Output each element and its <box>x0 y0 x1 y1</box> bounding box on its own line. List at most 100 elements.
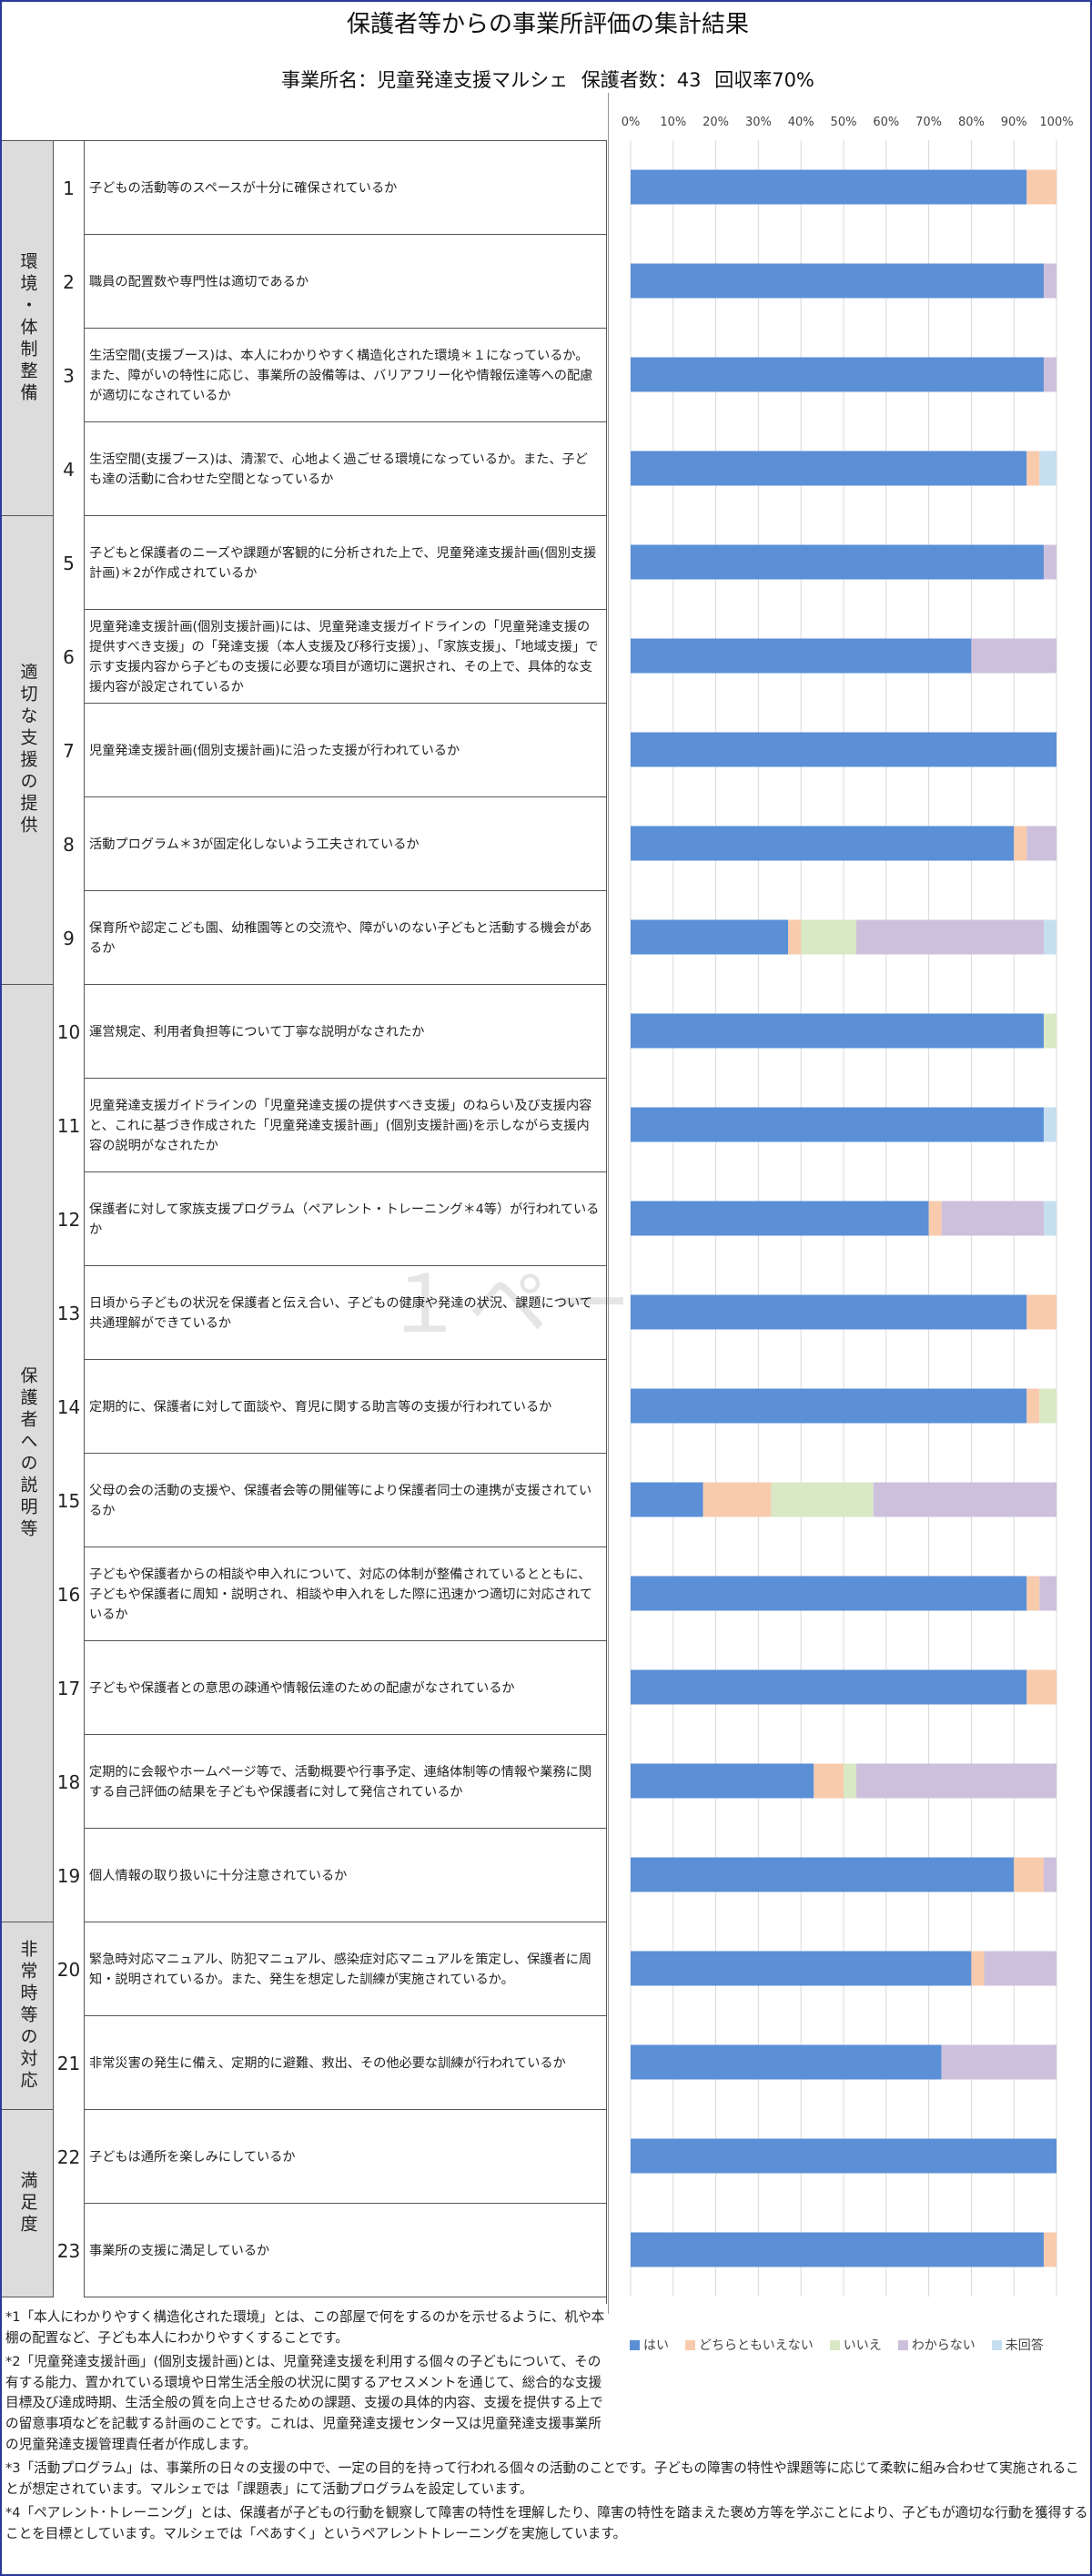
bar-segment <box>971 638 1057 674</box>
bar-segment <box>631 1482 703 1517</box>
legend-swatch <box>897 2339 908 2350</box>
question-number: 2 <box>53 235 85 329</box>
question-number: 11 <box>53 1079 85 1172</box>
question-row: 1 子どもの活動等のスペースが十分に確保されているか <box>2 141 607 235</box>
question-text: 子どもは通所を楽しみにしているか <box>89 2149 296 2165</box>
question-number: 21 <box>53 2016 85 2110</box>
bar-segment <box>814 1763 844 1799</box>
x-tick-label: 10% <box>660 116 686 129</box>
question-row: 7 児童発達支援計画(個別支援計画)に沿った支援が行われているか <box>2 704 607 797</box>
bar-segment <box>771 1482 874 1517</box>
question-number: 22 <box>53 2110 85 2204</box>
question-text: 子どもや保護者からの相談や申入れについて、対応の体制が整備されているとともに、子… <box>89 1567 593 1622</box>
question-number: 17 <box>53 1641 85 1735</box>
question-number: 16 <box>53 1547 85 1641</box>
page-title: 保護者等からの事業所評価の集計結果 <box>346 11 749 38</box>
bar-segment <box>1043 919 1057 955</box>
question-text: 日頃から子どもの状況を保護者と伝え合い、子どもの健康や発達の状況、課題について共… <box>89 1295 592 1331</box>
table-border <box>606 140 607 2304</box>
legend-label: いいえ <box>843 2338 882 2353</box>
bar-segment <box>984 1951 1057 1986</box>
legend-item: いいえ <box>829 2336 882 2354</box>
legend-item: 未回答 <box>991 2336 1044 2354</box>
bar-segment <box>631 1388 1027 1424</box>
bar-segment <box>631 263 1044 299</box>
question-row: 8 活動プログラム＊3が固定化しないよう工夫されているか <box>2 797 607 891</box>
question-row: 4 生活空間(支援ブース)は、清潔で、心地よく過ごせる環境になっているか。また、子… <box>2 422 607 516</box>
question-row: 15 父母の会の活動の支援や、保護者会等の開催等により保護者同士の連携が支援されて… <box>2 1454 607 1547</box>
bar-segment <box>631 451 1027 486</box>
bar-segment <box>631 1294 1027 1330</box>
question-number: 9 <box>53 891 85 985</box>
question-row: 2 職員の配置数や専門性は適切であるか <box>2 235 607 329</box>
bar-segment <box>844 1763 857 1799</box>
bar-segment <box>631 919 789 955</box>
x-tick-label: 90% <box>1001 116 1027 129</box>
bar-segment <box>856 919 1044 955</box>
question-row: 14 定期的に、保護者に対して面談や、育児に関する助言等の支援が行われているか <box>2 1360 607 1454</box>
legend-item: わからない <box>897 2336 976 2354</box>
x-tick-label: 50% <box>831 116 857 129</box>
bar-segment <box>631 169 1027 205</box>
bar-segment <box>941 2044 1057 2080</box>
bar-segment <box>631 826 1015 861</box>
legend-swatch <box>685 2339 695 2350</box>
question-row: 13 日頃から子どもの状況を保護者と伝え合い、子どもの健康や発達の状況、課題につい… <box>2 1266 607 1360</box>
category-cell: 非常時等の対応 <box>2 1922 53 2110</box>
bar-segment <box>631 1576 1027 1611</box>
question-text: 職員の配置数や専門性は適切であるか <box>89 274 309 289</box>
question-row: 19 個人情報の取り扱いに十分注意されているか <box>2 1829 607 1922</box>
legend-label: わからない <box>911 2338 976 2353</box>
bar-segment <box>631 1013 1044 1049</box>
bar-segment <box>631 357 1044 392</box>
bar-segment <box>1014 826 1027 861</box>
bar-segment <box>631 732 1057 767</box>
x-tick-label: 100% <box>1039 116 1073 129</box>
bar-segment <box>631 638 972 674</box>
category-cell: 適切な支援の提供 <box>2 516 53 985</box>
question-row: 12 保護者に対して家族支援プログラム（ペアレント・トレーニング＊4等）が行われて… <box>2 1172 607 1266</box>
question-number: 8 <box>53 797 85 891</box>
bar-segment <box>1043 1201 1057 1236</box>
question-text: 定期的に会報やホームページ等で、活動概要や行事予定、連絡体制等の情報や業務に関す… <box>89 1764 592 1800</box>
office-name: 事業所名：児童発達支援マルシェ <box>281 69 569 91</box>
bar-segment <box>1043 263 1057 299</box>
bar-segment <box>1014 1857 1044 1892</box>
bar-segment <box>631 2138 1057 2174</box>
bar-segment <box>631 1951 972 1986</box>
bar-segment <box>1026 1576 1040 1611</box>
page-watermark: １ペー <box>384 1257 636 1351</box>
bar-segment <box>631 1669 1027 1705</box>
question-number: 4 <box>53 422 85 516</box>
question-row: 11 児童発達支援ガイドラインの「児童発達支援の提供すべき支援」のねらい及び支援内… <box>2 1079 607 1172</box>
question-row: 6 児童発達支援計画(個別支援計画)には、児童発達支援ガイドラインの「児童発達支援… <box>2 610 607 704</box>
question-number: 19 <box>53 1829 85 1922</box>
question-row: 21 非常災害の発生に備え、定期的に避難、救出、その他必要な訓練が行われているか <box>2 2016 607 2110</box>
question-row: 17 子どもや保護者との意思の疎通や情報伝達のための配慮がなされているか <box>2 1641 607 1735</box>
bar-segment <box>971 1951 985 1986</box>
question-table: 1 子どもの活動等のスペースが十分に確保されているか 2 職員の配置数や専門性は適切で… <box>2 140 607 2297</box>
category-label: 環境・体制整備 <box>17 251 38 405</box>
bar-segment <box>1043 357 1057 392</box>
category-cell: 環境・体制整備 <box>2 141 53 516</box>
question-number: 13 <box>53 1266 85 1360</box>
question-text: 子どもや保護者との意思の疎通や情報伝達のための配慮がなされているか <box>89 1680 515 1696</box>
x-tick-label: 80% <box>958 116 985 129</box>
question-row: 3 生活空間(支援ブース)は、本人にわかりやすく構造化された環境＊１になっているか… <box>2 329 607 422</box>
footnote-3: *3「活動プログラム」は、事業所の日々の支援の中で、一定の目的を持って行われる個… <box>5 2460 1079 2497</box>
footnote-1: *1「本人にわかりやすく構造化された環境」とは、この部屋で何をするのかを示せるよ… <box>5 2309 605 2346</box>
bar-segment <box>1026 1388 1040 1424</box>
question-text: 父母の会の活動の支援や、保護者会等の開催等により保護者同士の連携が支援されている… <box>89 1483 592 1518</box>
category-cell: 満足度 <box>2 2110 53 2297</box>
question-number: 15 <box>53 1454 85 1547</box>
question-row: 22 子どもは通所を楽しみにしているか <box>2 2110 607 2204</box>
question-number: 18 <box>53 1735 85 1829</box>
question-number: 23 <box>53 2204 85 2297</box>
bar-segment <box>1043 2232 1057 2267</box>
report-subtitle: 事業所名：児童発達支援マルシェ 保護者数：43 回収率70% <box>2 66 1092 93</box>
bar-segment <box>631 1201 929 1236</box>
question-text: 生活空間(支援ブース)は、本人にわかりやすく構造化された環境＊１になっているか。… <box>89 348 593 403</box>
question-number: 10 <box>53 985 85 1079</box>
x-tick-label: 40% <box>788 116 814 129</box>
